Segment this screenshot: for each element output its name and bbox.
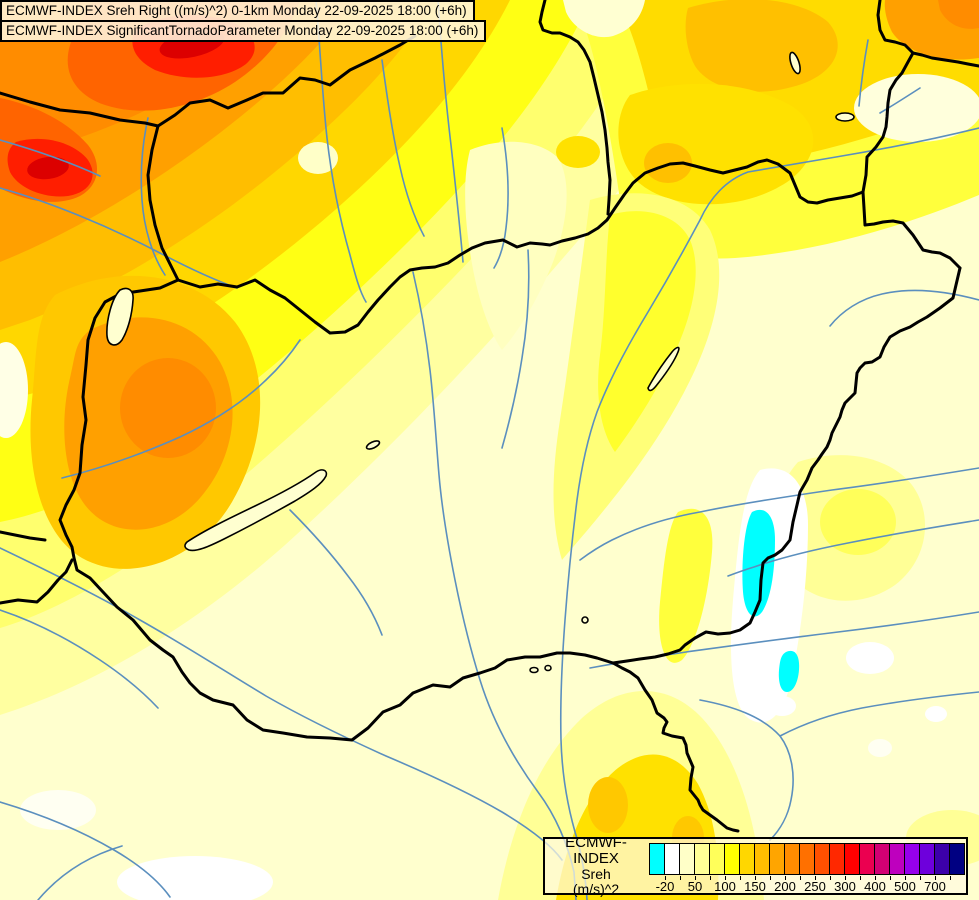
lake-balaton: [184, 469, 328, 552]
legend-cell: [860, 844, 875, 874]
legend-tick: [845, 876, 846, 880]
legend-cell: [785, 844, 800, 874]
legend-tick: [695, 876, 696, 880]
legend-tick: [860, 876, 861, 880]
legend-tick-label: 700: [924, 879, 946, 894]
legend-cell: [830, 844, 845, 874]
legend-tick-label: -20: [655, 879, 675, 894]
small-lake: [835, 112, 855, 122]
legend-tick: [770, 876, 771, 880]
lake-tisza: [647, 346, 680, 392]
legend-cell: [890, 844, 905, 874]
legend-label-block: ECMWF-INDEX Sreh (m/s)^2: [545, 835, 647, 897]
legend-tick: [755, 876, 756, 880]
legend-cell: [680, 844, 695, 874]
legend-tick: [815, 876, 816, 880]
legend-tick-label: 50: [687, 879, 703, 894]
legend-tick: [785, 876, 786, 880]
legend-cell: [800, 844, 815, 874]
legend-cell: [905, 844, 920, 874]
legend-tick: [800, 876, 801, 880]
legend-tick: [710, 876, 711, 880]
legend-cell: [695, 844, 710, 874]
legend-tick: [875, 876, 876, 880]
legend-cell: [815, 844, 830, 874]
legend-tick-label: 400: [864, 879, 886, 894]
title-bar: ECMWF-INDEX Sreh Right ((m/s)^2) 0-1km M…: [0, 0, 487, 42]
legend-cell: [650, 844, 665, 874]
legend-tick: [920, 876, 921, 880]
legend-tick: [890, 876, 891, 880]
lake-neusiedl: [106, 287, 134, 346]
small-lake: [581, 616, 589, 624]
legend-cell: [725, 844, 740, 874]
legend-cell: [710, 844, 725, 874]
legend-parameter: Sreh: [581, 866, 611, 882]
small-lake: [529, 666, 539, 674]
title-line-2: ECMWF-INDEX SignificantTornadoParameter …: [0, 20, 487, 42]
legend-tick: [950, 876, 951, 880]
lakes: [106, 51, 855, 674]
legend-tick: [935, 876, 936, 880]
legend-cell: [875, 844, 890, 874]
legend-cell: [665, 844, 680, 874]
legend-cell: [920, 844, 935, 874]
legend-tick-labels: -20 50 100 150 200 250 300 400 500 700: [650, 879, 965, 894]
legend-units: (m/s)^2: [572, 881, 620, 897]
legend-tick-label: 150: [744, 879, 766, 894]
legend-cell: [755, 844, 770, 874]
legend-tick: [905, 876, 906, 880]
legend-ticks: [650, 876, 965, 880]
small-lake: [365, 440, 381, 450]
legend-colorbar: [649, 843, 965, 875]
legend-tick-label: 100: [714, 879, 736, 894]
legend-cell: [935, 844, 950, 874]
legend-tick-label: 500: [894, 879, 916, 894]
legend-box: ECMWF-INDEX Sreh (m/s)^2 -20 50 100 150 200 2…: [543, 835, 968, 897]
legend-cell: [950, 844, 964, 874]
legend-colorbar-area: -20 50 100 150 200 250 300 400 500 700: [647, 839, 966, 894]
legend-tick-label: 300: [834, 879, 856, 894]
legend-tick: [740, 876, 741, 880]
legend-tick-label: 250: [804, 879, 826, 894]
legend-tick: [830, 876, 831, 880]
legend-tick: [665, 876, 666, 880]
legend-tick-label: 200: [774, 879, 796, 894]
small-lake: [544, 664, 552, 672]
legend-cell: [845, 844, 860, 874]
small-lake: [789, 51, 801, 75]
legend-cell: [740, 844, 755, 874]
legend-tick: [680, 876, 681, 880]
country-borders: [0, 0, 979, 833]
legend-product: ECMWF-INDEX: [565, 834, 627, 867]
title-line-1: ECMWF-INDEX Sreh Right ((m/s)^2) 0-1km M…: [0, 0, 475, 22]
legend-cell: [770, 844, 785, 874]
legend-tick: [725, 876, 726, 880]
